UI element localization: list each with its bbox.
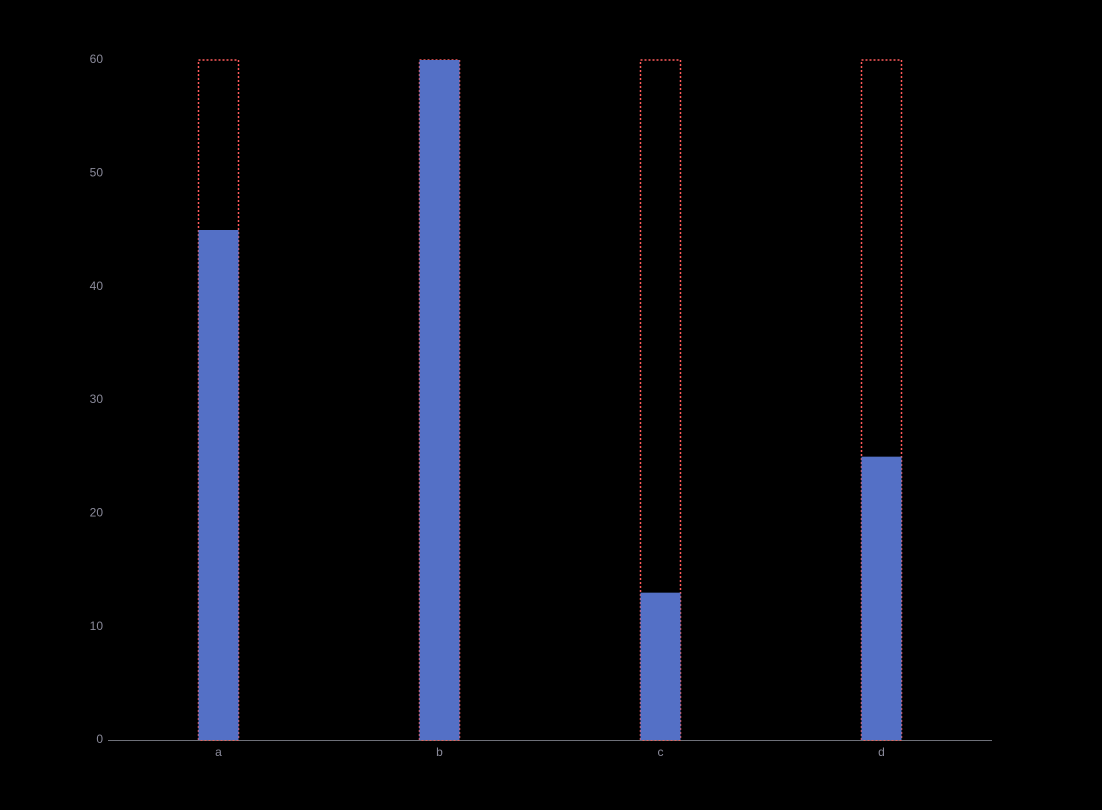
y-tick-label: 60 [90,52,104,66]
y-tick-label: 50 [90,166,104,180]
bar [640,592,681,740]
x-tick-label: d [878,745,885,759]
y-tick-label: 20 [90,506,104,520]
bar [861,456,902,740]
y-tick-label: 10 [90,619,104,633]
x-tick-label: a [215,745,222,759]
bar [198,230,239,740]
x-tick-label: b [436,745,443,759]
bar [419,60,460,740]
y-tick-label: 30 [90,392,104,406]
x-tick-label: c [658,745,664,759]
y-tick-label: 0 [96,732,103,746]
y-tick-label: 40 [90,279,104,293]
